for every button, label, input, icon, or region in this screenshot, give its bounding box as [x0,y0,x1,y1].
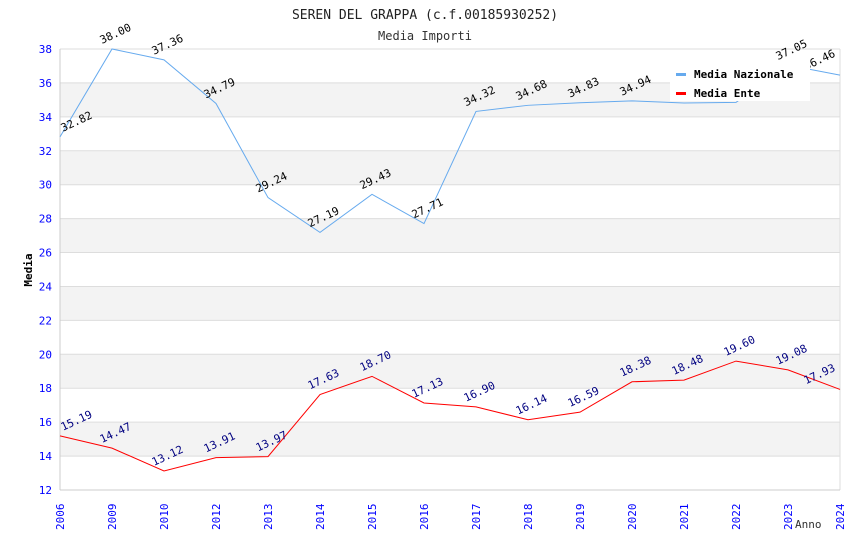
y-tick-label: 12 [39,484,52,497]
x-tick-label: 2017 [470,504,483,531]
y-tick-label: 14 [39,450,53,463]
x-axis-label: Anno [795,518,822,531]
x-tick-label: 2015 [366,504,379,531]
y-tick-label: 16 [39,416,52,429]
x-tick-label: 2009 [106,504,119,531]
y-tick-label: 38 [39,43,52,56]
y-tick-label: 18 [39,382,52,395]
series-line-0 [59,48,841,233]
data-label: 38.00 [98,21,134,47]
legend-swatch [676,92,686,95]
data-label: 27.71 [410,195,446,221]
x-tick-label: 2023 [782,504,795,531]
grid-band [60,422,840,457]
grid-band [60,218,840,253]
x-tick-label: 2018 [522,504,535,531]
legend-label: Media Ente [694,87,761,100]
x-tick-label: 2006 [54,504,67,531]
y-axis-label: Media [22,253,35,286]
legend-label: Media Nazionale [694,68,794,81]
y-tick-label: 30 [39,179,52,192]
y-tick-label: 20 [39,348,52,361]
x-tick-label: 2010 [158,504,171,531]
data-label: 37.36 [150,32,186,58]
x-tick-label: 2016 [418,504,431,531]
legend-swatch [676,73,686,76]
y-tick-label: 24 [39,280,53,293]
legend-background [670,60,810,101]
x-tick-label: 2024 [834,503,847,530]
x-tick-label: 2022 [730,504,743,531]
series-line-1 [59,360,841,472]
chart-subtitle: Media Importi [378,29,472,43]
x-tick-label: 2020 [626,504,639,531]
grid-band [60,286,840,321]
grid-band [60,354,840,389]
x-tick-label: 2019 [574,504,587,531]
x-tick-label: 2021 [678,504,691,531]
x-tick-label: 2013 [262,504,275,531]
x-tick-label: 2014 [314,503,327,530]
y-tick-label: 36 [39,77,52,90]
y-tick-label: 22 [39,314,52,327]
y-tick-label: 26 [39,247,52,260]
data-label: 16.14 [514,392,550,418]
chart-title: SEREN DEL GRAPPA (c.f.00185930252) [292,8,558,23]
y-tick-label: 28 [39,213,52,226]
y-tick-label: 34 [39,111,53,124]
y-tick-label: 32 [39,145,52,158]
legend: Media Nazionale Media Ente [670,60,810,101]
x-tick-label: 2012 [210,504,223,531]
